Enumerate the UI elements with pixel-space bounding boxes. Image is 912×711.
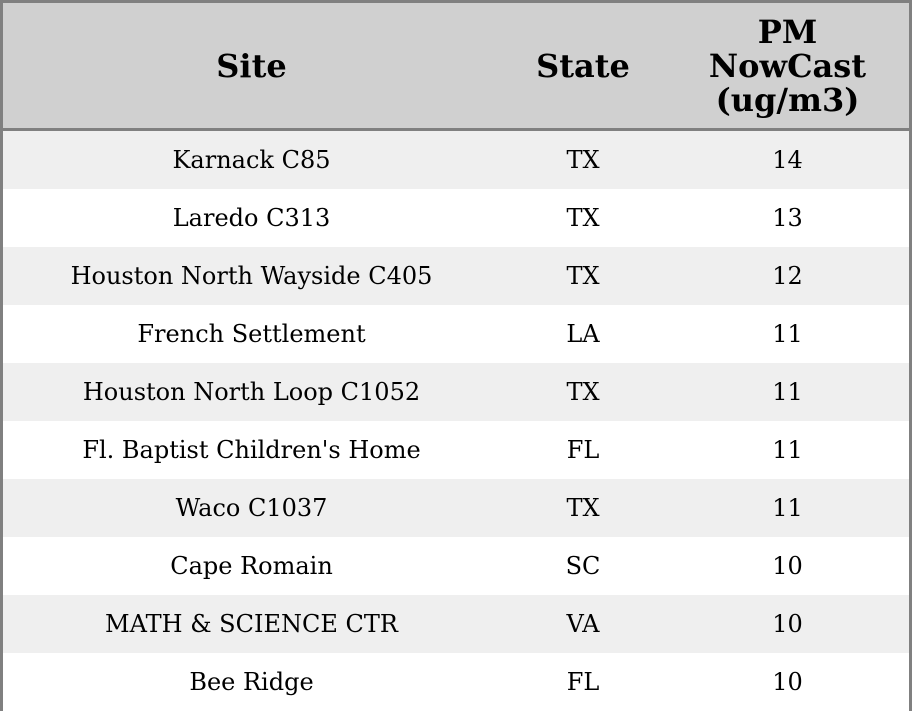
table-cell: TX bbox=[500, 189, 666, 247]
table-cell: VA bbox=[500, 595, 666, 653]
table-cell: Waco C1037 bbox=[3, 479, 500, 537]
header-row: Site State PM NowCast (ug/m3) bbox=[3, 3, 909, 131]
table-row: Karnack C85 TX 14 bbox=[3, 129, 909, 189]
table-cell: FL bbox=[500, 421, 666, 479]
table-row: Cape Romain SC 10 bbox=[3, 537, 909, 595]
table-cell: 13 bbox=[666, 189, 909, 247]
table-cell: SC bbox=[500, 537, 666, 595]
table-cell: Karnack C85 bbox=[3, 129, 500, 189]
table-cell: 11 bbox=[666, 363, 909, 421]
table-cell: Houston North Loop C1052 bbox=[3, 363, 500, 421]
table-cell: FL bbox=[500, 653, 666, 711]
table-cell: TX bbox=[500, 247, 666, 305]
table-row: Waco C1037 TX 11 bbox=[3, 479, 909, 537]
data-table: Site State PM NowCast (ug/m3) Karnack C8… bbox=[3, 3, 909, 711]
table-cell: 10 bbox=[666, 653, 909, 711]
table-cell: 11 bbox=[666, 421, 909, 479]
table-row: Bee Ridge FL 10 bbox=[3, 653, 909, 711]
table-cell: Bee Ridge bbox=[3, 653, 500, 711]
table-cell: MATH & SCIENCE CTR bbox=[3, 595, 500, 653]
table-row: Houston North Wayside C405 TX 12 bbox=[3, 247, 909, 305]
column-header: PM NowCast (ug/m3) bbox=[666, 3, 909, 131]
table-cell: TX bbox=[500, 363, 666, 421]
header-text: PM NowCast (ug/m3) bbox=[708, 12, 867, 119]
table-cell: TX bbox=[500, 479, 666, 537]
column-header: Site bbox=[3, 3, 500, 131]
table-cell: 11 bbox=[666, 305, 909, 363]
header-text: State bbox=[536, 46, 630, 85]
table-cell: 12 bbox=[666, 247, 909, 305]
table-row: Laredo C313 TX 13 bbox=[3, 189, 909, 247]
column-header: State bbox=[500, 3, 666, 131]
table-cell: 14 bbox=[666, 129, 909, 189]
table-cell: Fl. Baptist Children's Home bbox=[3, 421, 500, 479]
table-cell: LA bbox=[500, 305, 666, 363]
table-row: MATH & SCIENCE CTR VA 10 bbox=[3, 595, 909, 653]
table-cell: Laredo C313 bbox=[3, 189, 500, 247]
table-cell: TX bbox=[500, 129, 666, 189]
table-cell: French Settlement bbox=[3, 305, 500, 363]
table-cell: 10 bbox=[666, 595, 909, 653]
table-row: Fl. Baptist Children's Home FL 11 bbox=[3, 421, 909, 479]
header-text: Site bbox=[216, 46, 287, 85]
table-cell: 11 bbox=[666, 479, 909, 537]
table-row: French Settlement LA 11 bbox=[3, 305, 909, 363]
table-body: Karnack C85 TX 14 Laredo C313 TX 13 Houston No… bbox=[3, 129, 909, 711]
table-row: Houston North Loop C1052 TX 11 bbox=[3, 363, 909, 421]
table-cell: Cape Romain bbox=[3, 537, 500, 595]
table-cell: 10 bbox=[666, 537, 909, 595]
table-cell: Houston North Wayside C405 bbox=[3, 247, 500, 305]
